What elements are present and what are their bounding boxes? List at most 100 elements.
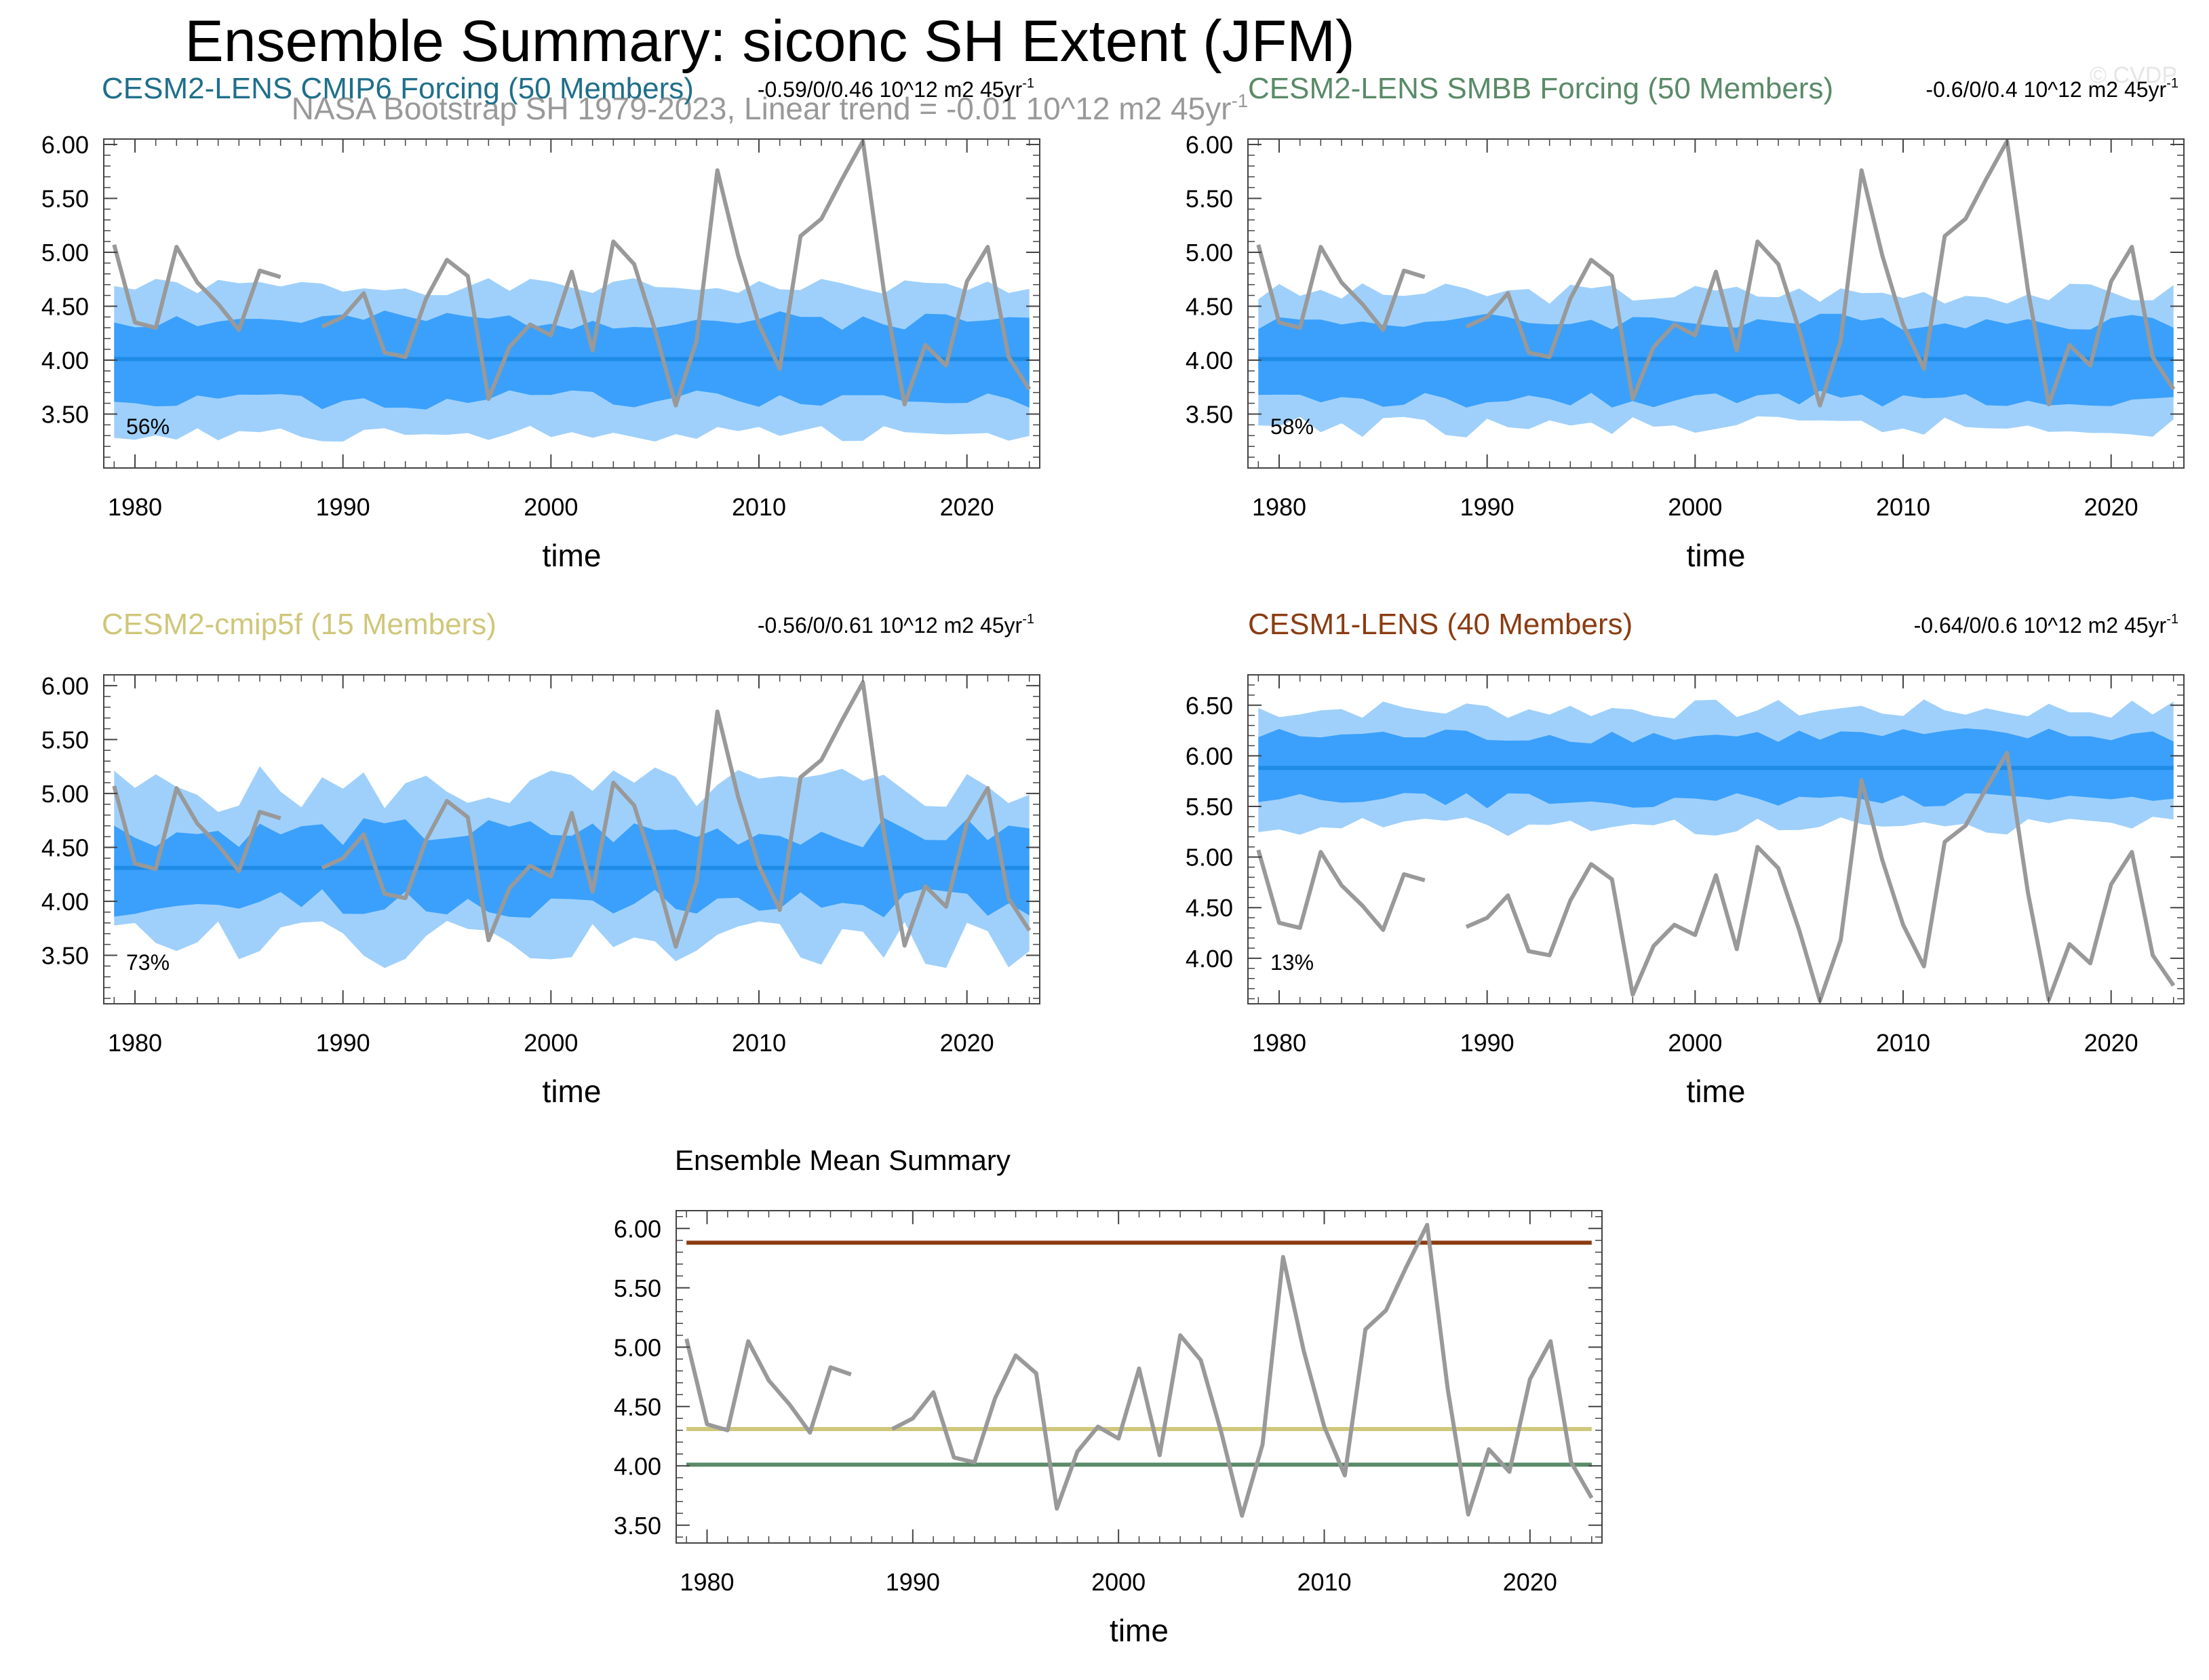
x-tick-label: 2020 <box>1503 1568 1557 1596</box>
y-tick-label: 4.00 <box>41 888 89 916</box>
y-tick-label: 4.50 <box>1186 894 1233 922</box>
y-tick-label: 3.50 <box>614 1512 661 1540</box>
panel-title: CESM2-cmip5f (15 Members) <box>102 608 496 641</box>
plot-area <box>684 1223 1594 1518</box>
observations-line <box>321 139 1032 408</box>
y-tick-label: 5.50 <box>1186 793 1233 821</box>
x-tick-label: 1990 <box>1460 493 1514 521</box>
figure-subtitle-sup: -1 <box>1231 90 1248 111</box>
x-tick-label: 1980 <box>1252 1029 1306 1057</box>
y-tick-label: 6.50 <box>1186 692 1233 720</box>
x-tick-label: 1980 <box>108 493 162 521</box>
y-tick-label: 4.00 <box>1186 945 1233 973</box>
x-tick-label: 2000 <box>1091 1568 1146 1596</box>
trend-text: -0.6/0/0.4 10^12 m2 45yr-1 <box>1925 76 2178 102</box>
x-tick-label: 1990 <box>1460 1029 1514 1057</box>
watermark: © CVDP <box>2090 62 2177 88</box>
x-tick-label: 2010 <box>1297 1568 1351 1596</box>
y-tick-label: 6.00 <box>1186 131 1233 159</box>
panel-title: CESM2-LENS CMIP6 Forcing (50 Members) <box>102 72 694 105</box>
y-tick-label: 4.50 <box>614 1393 661 1421</box>
x-tick-label: 1990 <box>316 493 370 521</box>
x-tick-label: 2010 <box>732 1029 786 1057</box>
y-tick-label: 4.50 <box>1186 292 1233 320</box>
observations-line <box>112 244 281 332</box>
y-tick-label: 4.50 <box>41 834 89 861</box>
y-tick-label: 5.50 <box>614 1274 661 1302</box>
y-tick-label: 3.50 <box>1186 400 1233 428</box>
x-axis-label: time <box>543 1074 602 1109</box>
y-tick-label: 5.00 <box>1186 239 1233 267</box>
panel-1: 6.00 5.50 5.00 4.50 4.00 3.50 1980 1990 2000 2010… <box>41 72 1040 573</box>
panel-3: 6.00 5.50 5.00 4.50 4.00 3.50 1980 1990 2000 2010… <box>41 608 1040 1109</box>
y-tick-label: 5.00 <box>1186 844 1233 872</box>
x-axis-label: time <box>1687 1074 1746 1109</box>
x-tick-label: 1990 <box>316 1029 370 1057</box>
y-tick-label: 5.50 <box>1186 184 1233 212</box>
y-tick-label: 5.50 <box>41 184 89 212</box>
x-tick-label: 1990 <box>886 1568 940 1596</box>
panel-title: CESM2-LENS SMBB Forcing (50 Members) <box>1248 72 1833 105</box>
x-axis-label: time <box>1687 538 1746 573</box>
x-tick-label: 1980 <box>1252 493 1306 521</box>
y-tick-label: 3.50 <box>41 941 89 969</box>
figure-subtitle: NASA Bootstrap SH 1979-2023, Linear tren… <box>292 90 1249 126</box>
y-tick-label: 5.50 <box>41 726 89 754</box>
plot-area <box>112 680 1032 969</box>
x-tick-label: 1980 <box>680 1568 734 1596</box>
x-tick-label: 2010 <box>1876 1029 1930 1057</box>
y-tick-label: 4.50 <box>41 292 89 320</box>
x-tick-label: 2000 <box>1668 493 1722 521</box>
trend-text: -0.64/0/0.6 10^12 m2 45yr-1 <box>1914 612 2178 638</box>
observations-line <box>1256 849 1426 933</box>
x-tick-label: 2020 <box>2084 493 2138 521</box>
x-tick-label: 2010 <box>1876 493 1930 521</box>
y-tick-label: 3.50 <box>41 400 89 428</box>
y-tick-label: 4.00 <box>1186 347 1233 374</box>
panel-title: CESM1-LENS (40 Members) <box>1248 608 1633 641</box>
panel-5: 6.00 5.50 5.00 4.50 4.00 3.50 1980 1990 2000 2010… <box>614 1144 1603 1648</box>
x-tick-label: 2020 <box>940 1029 994 1057</box>
observations-line <box>1256 244 1426 332</box>
observations-line <box>891 1223 1594 1518</box>
panel-2: 6.00 5.50 5.00 4.50 4.00 3.50 1980 1990 2000 2010… <box>1186 72 2185 573</box>
observations-line <box>684 1338 852 1435</box>
figure-title: Ensemble Summary: siconc SH Extent (JFM) <box>184 9 1354 74</box>
percent-label: 13% <box>1270 950 1314 975</box>
x-axis-label: time <box>1110 1613 1169 1648</box>
y-tick-label: 6.00 <box>614 1215 661 1243</box>
x-axis-label: time <box>543 538 602 573</box>
y-tick-label: 6.00 <box>41 131 89 159</box>
observations-line <box>1465 139 2176 408</box>
y-tick-label: 6.00 <box>1186 742 1233 770</box>
y-tick-label: 5.00 <box>614 1333 661 1361</box>
observations-line <box>321 680 1032 949</box>
panel-4: 6.50 6.00 5.50 5.00 4.50 4.00 1980 1990 2000 2010… <box>1186 608 2185 1109</box>
x-tick-label: 2020 <box>940 493 994 521</box>
observations-line <box>112 785 281 874</box>
panel-title: Ensemble Mean Summary <box>675 1144 1011 1176</box>
x-tick-label: 2010 <box>732 493 786 521</box>
plot-area <box>1256 699 2176 1003</box>
x-tick-label: 1980 <box>108 1029 162 1057</box>
plot-area <box>112 139 1032 442</box>
percent-label: 56% <box>126 414 170 439</box>
y-tick-label: 5.00 <box>41 780 89 808</box>
x-tick-label: 2000 <box>1668 1029 1722 1057</box>
x-tick-label: 2020 <box>2084 1029 2138 1057</box>
plot-area <box>1256 139 2176 437</box>
figure-subtitle-text: NASA Bootstrap SH 1979-2023, Linear tren… <box>292 91 1232 126</box>
panels: 6.00 5.50 5.00 4.50 4.00 3.50 1980 1990 2000 2010… <box>41 72 2185 1648</box>
x-tick-label: 2000 <box>524 1029 578 1057</box>
y-tick-label: 4.00 <box>41 347 89 374</box>
y-tick-label: 5.00 <box>41 239 89 267</box>
trend-text: -0.56/0/0.61 10^12 m2 45yr-1 <box>758 612 1034 638</box>
y-tick-label: 4.00 <box>614 1452 661 1480</box>
y-tick-label: 6.00 <box>41 672 89 700</box>
x-tick-label: 2000 <box>524 493 578 521</box>
trend-text: -0.59/0/0.46 10^12 m2 45yr-1 <box>758 76 1034 102</box>
percent-label: 58% <box>1270 414 1314 439</box>
percent-label: 73% <box>126 950 170 975</box>
